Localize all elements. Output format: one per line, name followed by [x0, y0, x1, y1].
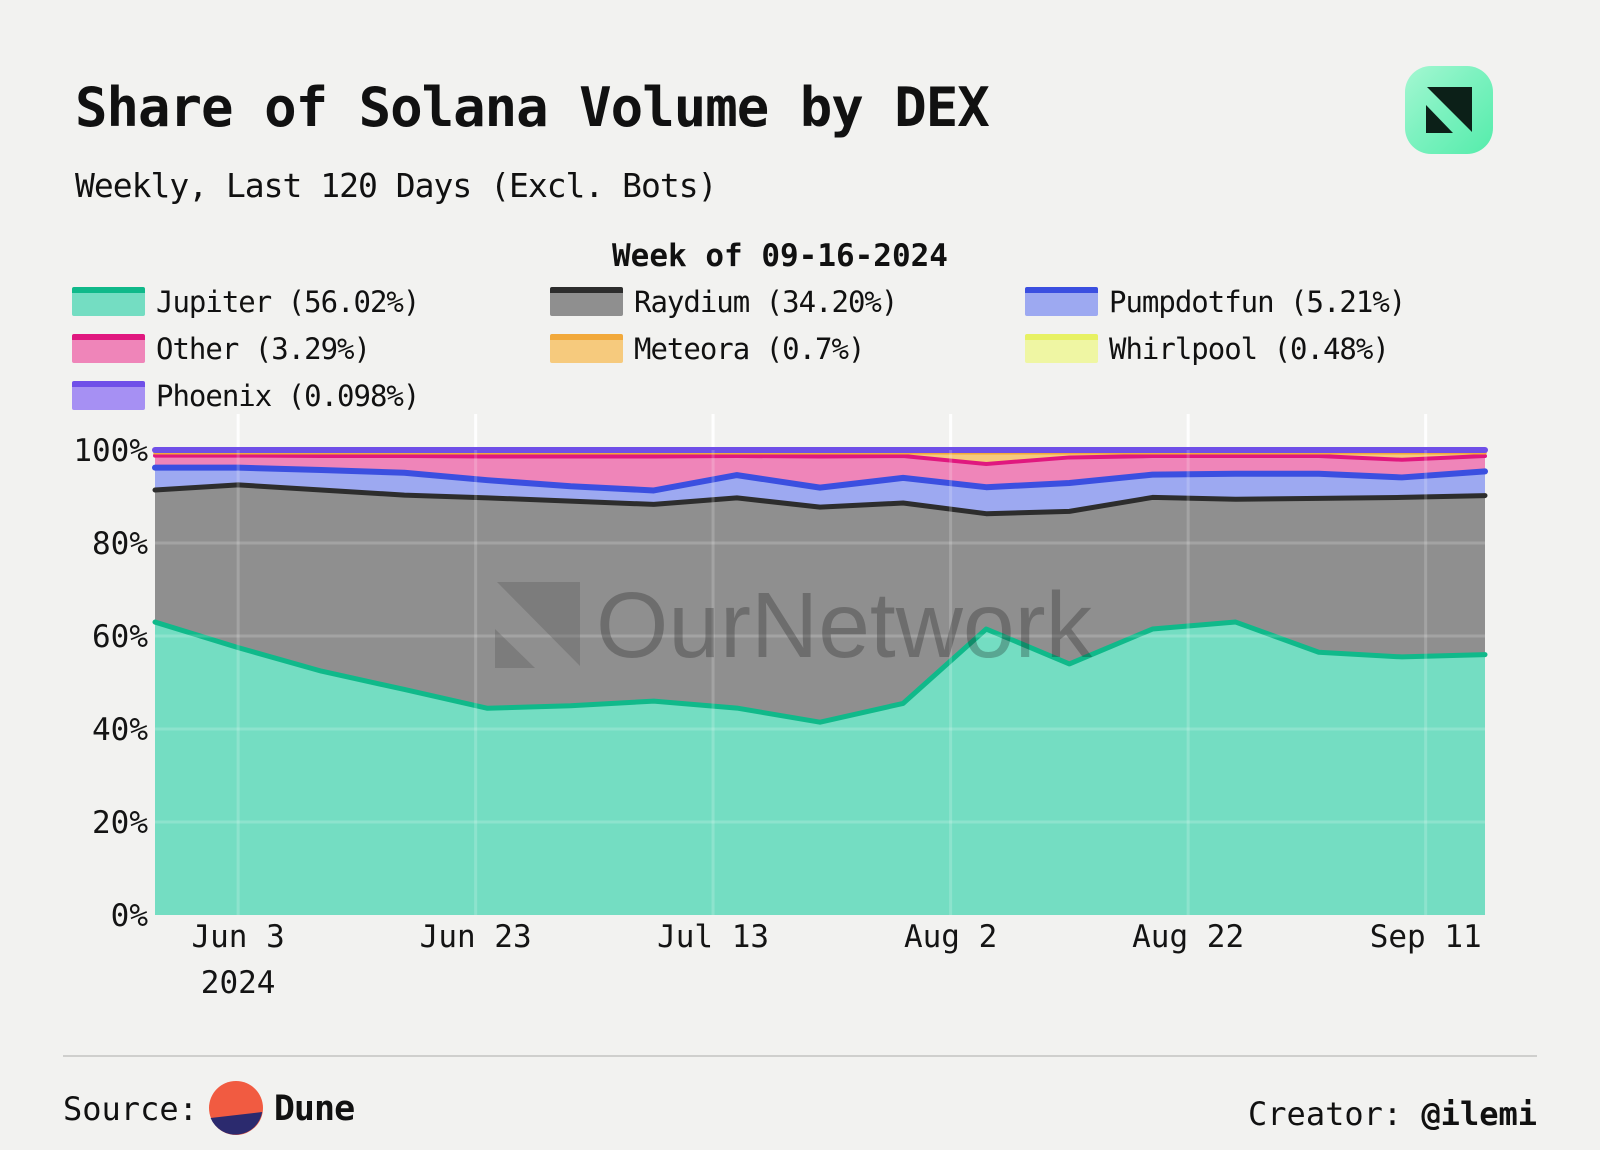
stacked-area-chart: OurNetwork 0% 20% 40% 60% 80% 100% Jun 3 2024 Ju…	[0, 410, 1600, 1030]
legend-swatch	[72, 287, 145, 316]
footer-divider	[63, 1055, 1537, 1057]
x-tick-sublabel: 2024	[201, 965, 276, 1001]
x-tick-label: Jul 13	[657, 919, 769, 955]
area-raydium	[155, 484, 1485, 723]
watermark-mark-icon	[497, 582, 580, 666]
legend-label: Other (3.29%)	[156, 331, 371, 366]
y-tick-label: 60%	[92, 619, 148, 655]
x-tick-label: Sep 11	[1370, 919, 1482, 955]
page-subtitle: Weekly, Last 120 Days (Excl. Bots)	[75, 166, 718, 205]
gridlines-background	[236, 414, 1428, 448]
legend-swatch	[550, 334, 623, 363]
legend-label: Raydium (34.20%)	[634, 284, 898, 319]
y-tick-label: 40%	[92, 712, 148, 748]
watermark-text: OurNetwork	[596, 573, 1093, 677]
chart-annotation: Week of 09-16-2024	[612, 238, 948, 274]
ournetwork-watermark: OurNetwork	[495, 573, 1093, 677]
legend-item-jupiter: Jupiter (56.02%)	[72, 284, 550, 319]
dune-logo-icon	[208, 1081, 263, 1135]
area-jupiter	[155, 622, 1485, 915]
legend-label: Pumpdotfun (5.21%)	[1109, 284, 1406, 319]
x-tick-label: Jun 23	[420, 919, 532, 955]
legend-label: Phoenix (0.098%)	[156, 378, 420, 413]
chart-legend: Jupiter (56.02%) Raydium (34.20%) Pumpdotf…	[72, 284, 1465, 413]
legend-item-pumpdotfun: Pumpdotfun (5.21%)	[1025, 284, 1465, 319]
gridlines-overlay	[155, 450, 1485, 915]
y-tick-label: 20%	[92, 805, 148, 841]
source-label: Source:	[63, 1090, 198, 1128]
legend-label: Jupiter (56.02%)	[156, 284, 420, 319]
x-tick-label: Jun 3	[191, 919, 284, 955]
legend-swatch	[1025, 334, 1098, 363]
ournetwork-icon	[1405, 66, 1493, 154]
axis-labels: 0% 20% 40% 60% 80% 100% Jun 3 2024 Jun 23 Jul 13 A…	[73, 433, 1481, 1001]
legend-item-meteora: Meteora (0.7%)	[550, 331, 1025, 366]
x-tick-label: Aug 22	[1132, 919, 1244, 955]
legend-item-phoenix: Phoenix (0.098%)	[72, 378, 550, 413]
legend-label: Whirlpool (0.48%)	[1109, 331, 1390, 366]
legend-swatch	[72, 334, 145, 363]
chart-canvas: OurNetwork 0% 20% 40% 60% 80% 100% Jun 3 2024 Ju…	[73, 414, 1488, 1001]
y-tick-label: 80%	[92, 526, 148, 562]
line-pumpdotfun	[152, 464, 1488, 494]
source-attribution: Source: Dune	[63, 1080, 355, 1138]
area-pumpdotfun	[155, 467, 1485, 514]
legend-label: Meteora (0.7%)	[634, 331, 865, 366]
line-jupiter	[152, 619, 1488, 725]
creator-attribution: Creator: @ilemi	[1248, 1095, 1537, 1133]
watermark-mark-icon	[495, 629, 535, 668]
legend-item-raydium: Raydium (34.20%)	[550, 284, 1025, 319]
y-tick-label: 0%	[111, 898, 149, 934]
x-tick-label: Aug 2	[904, 919, 997, 955]
line-other	[153, 453, 1487, 466]
legend-item-other: Other (3.29%)	[72, 331, 550, 366]
line-raydium	[152, 482, 1488, 517]
ournetwork-mark-icon	[1426, 87, 1472, 133]
area-bands	[152, 447, 1488, 915]
creator-label: Creator:	[1248, 1095, 1403, 1133]
legend-swatch	[550, 287, 623, 316]
page-title: Share of Solana Volume by DEX	[75, 76, 990, 139]
creator-name: @ilemi	[1421, 1095, 1537, 1133]
area-other	[155, 455, 1485, 491]
source-name: Dune	[273, 1089, 355, 1129]
legend-swatch	[1025, 287, 1098, 316]
legend-swatch	[72, 381, 145, 410]
y-tick-label: 100%	[73, 433, 148, 469]
legend-item-whirlpool: Whirlpool (0.48%)	[1025, 331, 1465, 366]
